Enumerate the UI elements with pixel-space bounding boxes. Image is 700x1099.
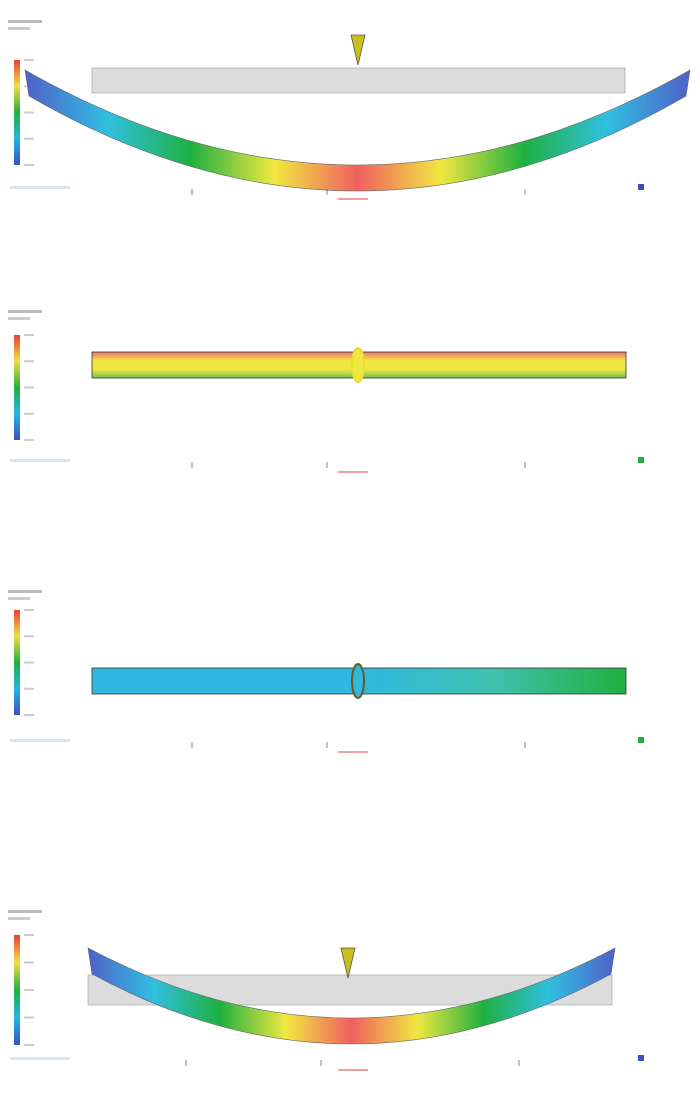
colorbar-label: [24, 687, 34, 690]
colorbar-label: [24, 1016, 34, 1019]
scale-bar: [338, 751, 368, 753]
colorbar-label: [24, 111, 34, 114]
colorbar-label: [24, 1044, 34, 1046]
header-label: [8, 910, 42, 913]
colorbar: [14, 610, 20, 715]
scale-bar: [338, 471, 368, 473]
deformed-beam: [24, 69, 691, 192]
footer-label: [10, 739, 70, 742]
scale-bar: [338, 198, 368, 200]
panel: [8, 910, 644, 1071]
load-arrow: [340, 947, 356, 979]
triad: [638, 737, 644, 743]
colorbar-label: [24, 164, 34, 166]
colorbar-label: [24, 714, 34, 716]
triad: [638, 184, 644, 190]
panel: [8, 20, 691, 200]
colorbar: [14, 335, 20, 440]
footer-label: [10, 459, 70, 462]
colorbar: [14, 935, 20, 1045]
load-contact: [351, 663, 365, 699]
colorbar: [14, 60, 20, 165]
triad: [638, 457, 644, 463]
header-label: [8, 20, 42, 23]
colorbar-label: [24, 961, 34, 964]
undeformed-beam: [91, 67, 626, 94]
colorbar-label: [24, 934, 34, 936]
colorbar-label: [24, 137, 34, 140]
colorbar-label: [24, 360, 34, 363]
footer-label: [10, 1057, 70, 1060]
colorbar-label: [24, 59, 34, 61]
colorbar-label: [24, 635, 34, 638]
load-arrow: [350, 34, 366, 66]
colorbar-label: [24, 661, 34, 664]
colorbar-label: [24, 412, 34, 415]
panel: [8, 590, 644, 753]
colorbar-label: [24, 989, 34, 991]
header-label: [8, 27, 30, 30]
deformed-beam: [87, 947, 616, 1045]
header-label: [8, 590, 42, 593]
colorbar-label: [24, 386, 34, 389]
panel: [8, 310, 644, 473]
header-label: [8, 317, 30, 320]
load-contact: [351, 347, 365, 383]
triad: [638, 1055, 644, 1061]
footer-label: [10, 186, 70, 189]
header-label: [8, 310, 42, 313]
colorbar-label: [24, 609, 34, 611]
header-label: [8, 917, 30, 920]
header-label: [8, 597, 30, 600]
scale-bar: [338, 1069, 368, 1071]
colorbar-label: [24, 439, 34, 441]
colorbar-label: [24, 334, 34, 336]
